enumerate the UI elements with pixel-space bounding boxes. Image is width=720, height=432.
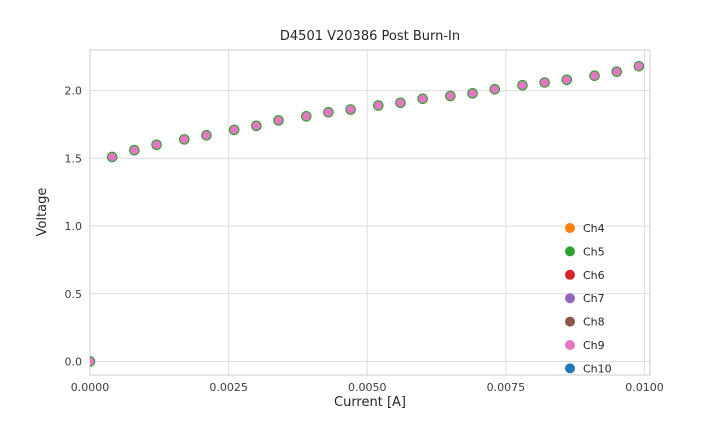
legend-marker-ch9	[565, 340, 575, 350]
legend-marker-ch5	[565, 246, 575, 257]
x-tick-label: 0.0050	[348, 381, 387, 394]
data-point-ch9	[612, 67, 621, 76]
legend-label-ch5: Ch5	[583, 245, 605, 258]
data-point-ch9	[540, 78, 549, 87]
legend-marker-ch8	[565, 316, 575, 327]
data-point-ch9	[418, 94, 427, 103]
data-point-ch9	[302, 112, 311, 121]
data-point-ch9	[468, 89, 477, 98]
legend-label-ch4: Ch4	[583, 222, 605, 235]
legend-marker-ch6	[565, 269, 575, 280]
legend-marker-ch7	[565, 293, 575, 304]
data-point-ch9	[396, 98, 405, 108]
legend-label-ch9: Ch9	[583, 339, 605, 352]
legend: Ch4 Ch5 Ch6 Ch7 Ch8 Ch9 Ch10	[565, 222, 612, 375]
data-point-ch9	[229, 125, 239, 135]
legend-label-ch6: Ch6	[583, 269, 605, 282]
data-point-ch9	[518, 81, 527, 90]
data-point-ch9	[490, 85, 499, 94]
data-point-ch9	[324, 108, 333, 117]
data-point-ch9	[446, 91, 455, 101]
y-tick-label: 1.5	[65, 152, 83, 165]
y-tick-label: 0.5	[65, 288, 83, 301]
data-point-ch9	[346, 105, 355, 114]
data-point-ch9	[107, 152, 117, 162]
data-point-ch9	[590, 71, 599, 80]
x-tick-label: 0.0025	[209, 381, 248, 394]
data-point-ch9	[274, 116, 283, 125]
data-point-ch9	[202, 131, 211, 140]
data-point-ch9	[252, 121, 261, 131]
data-point-ch9	[562, 75, 572, 84]
legend-label-ch7: Ch7	[583, 292, 605, 305]
chart-title: D4501 V20386 Post Burn-In	[280, 29, 460, 44]
x-tick-label: 0.0100	[625, 381, 664, 394]
data-point-ch9	[90, 357, 95, 366]
legend-marker-ch4	[565, 223, 575, 233]
y-tick-label: 0.0	[65, 355, 83, 368]
x-tick-labels: 0.0000 0.0025 0.0050 0.0075 0.0100	[71, 381, 664, 394]
data-point-ch9	[130, 146, 139, 155]
y-tick-label: 2.0	[65, 85, 83, 98]
legend-label-ch10: Ch10	[583, 362, 612, 375]
data-point-ch9	[152, 140, 161, 149]
grid-lines	[89, 50, 650, 375]
data-point-ch9	[374, 101, 383, 110]
y-axis-label: Voltage	[35, 188, 50, 237]
x-axis-label: Current [A]	[334, 395, 406, 410]
plot-border	[89, 49, 651, 376]
y-tick-label: 1.0	[65, 220, 83, 233]
data-point-ch9	[634, 62, 644, 71]
data-points	[90, 60, 645, 367]
legend-label-ch8: Ch8	[583, 316, 605, 329]
y-tick-labels: 0.0 0.5 1.0 1.5 2.0	[65, 85, 83, 369]
legend-marker-ch10	[565, 363, 575, 374]
x-tick-label: 0.0075	[487, 381, 526, 394]
data-point-ch9	[180, 135, 189, 144]
x-tick-label: 0.0000	[71, 381, 110, 394]
